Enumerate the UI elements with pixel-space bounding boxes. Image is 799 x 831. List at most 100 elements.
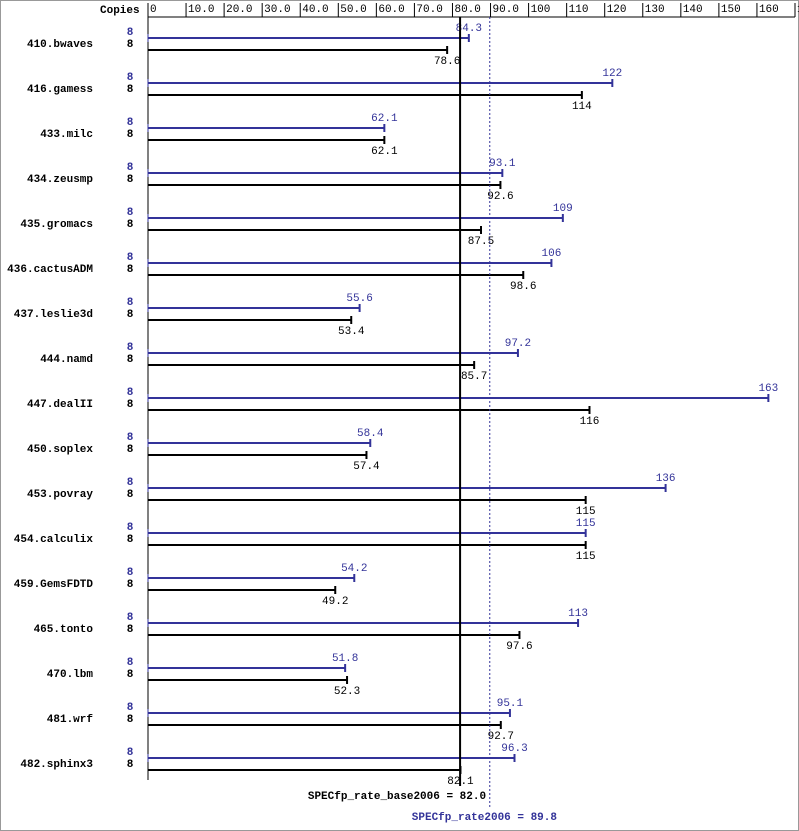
- category-label: 436.cactusADM: [7, 264, 93, 276]
- value-label: 163: [758, 383, 778, 395]
- value-label: 92.6: [487, 191, 513, 203]
- category-label: 453.povray: [27, 489, 93, 501]
- category-label: 481.wrf: [47, 714, 94, 726]
- value-label: 51.8: [332, 653, 358, 665]
- value-label: 115: [576, 506, 596, 518]
- value-label: 49.2: [322, 596, 348, 608]
- copies-label: 8: [127, 432, 134, 444]
- category-label: 447.dealII: [27, 399, 93, 411]
- x-tick-label: 100: [531, 4, 551, 16]
- value-label: 136: [656, 473, 676, 485]
- value-label: 62.1: [371, 146, 398, 158]
- category-label: 459.GemsFDTD: [14, 579, 94, 591]
- copies-label: 8: [127, 567, 134, 579]
- x-tick-label: 120: [607, 4, 627, 16]
- value-label: 97.6: [506, 641, 532, 653]
- copies-label: 8: [127, 624, 134, 636]
- reference-label: SPECfp_rate_base2006 = 82.0: [308, 791, 486, 803]
- copies-label: 8: [127, 747, 134, 759]
- category-label: 437.leslie3d: [14, 309, 93, 321]
- value-label: 58.4: [357, 428, 384, 440]
- x-tick-label: 170: [797, 4, 799, 16]
- value-label: 54.2: [341, 563, 367, 575]
- category-label: 435.gromacs: [20, 219, 93, 231]
- copies-label: 8: [127, 309, 134, 321]
- copies-label: 8: [127, 84, 134, 96]
- copies-label: 8: [127, 174, 134, 186]
- x-tick-label: 60.0: [378, 4, 404, 16]
- copies-label: 8: [127, 399, 134, 411]
- x-tick-label: 70.0: [416, 4, 442, 16]
- copies-label: 8: [127, 534, 134, 546]
- value-label: 55.6: [346, 293, 372, 305]
- copies-label: 8: [127, 489, 134, 501]
- x-tick-label: 130: [645, 4, 665, 16]
- copies-label: 8: [127, 522, 134, 534]
- copies-label: 8: [127, 354, 134, 366]
- value-label: 115: [576, 518, 596, 530]
- value-label: 52.3: [334, 686, 360, 698]
- category-label: 434.zeusmp: [27, 174, 93, 186]
- copies-label: 8: [127, 252, 134, 264]
- category-label: 482.sphinx3: [20, 759, 93, 771]
- x-tick-label: 90.0: [493, 4, 519, 16]
- category-label: 470.lbm: [47, 669, 94, 681]
- copies-label: 8: [127, 207, 134, 219]
- x-tick-label: 110: [569, 4, 589, 16]
- value-label: 53.4: [338, 326, 365, 338]
- value-label: 97.2: [505, 338, 531, 350]
- value-label: 85.7: [461, 371, 487, 383]
- value-label: 116: [580, 416, 600, 428]
- value-label: 57.4: [353, 461, 380, 473]
- value-label: 106: [542, 248, 562, 260]
- copies-label: 8: [127, 72, 134, 84]
- category-label: 465.tonto: [34, 624, 94, 636]
- category-label: 450.soplex: [27, 444, 93, 456]
- x-tick-label: 50.0: [340, 4, 366, 16]
- x-tick-label: 40.0: [302, 4, 328, 16]
- copies-label: 8: [127, 612, 134, 624]
- copies-label: 8: [127, 702, 134, 714]
- value-label: 114: [572, 101, 592, 113]
- value-label: 87.5: [468, 236, 494, 248]
- category-label: 410.bwaves: [27, 39, 93, 51]
- copies-label: 8: [127, 657, 134, 669]
- copies-label: 8: [127, 342, 134, 354]
- reference-label: SPECfp_rate2006 = 89.8: [412, 812, 558, 824]
- x-tick-label: 150: [721, 4, 741, 16]
- category-label: 444.namd: [40, 354, 93, 366]
- copies-label: 8: [127, 387, 134, 399]
- value-label: 115: [576, 551, 596, 563]
- value-label: 98.6: [510, 281, 536, 293]
- category-label: 416.gamess: [27, 84, 93, 96]
- x-tick-label: 160: [759, 4, 779, 16]
- x-tick-label: 20.0: [226, 4, 252, 16]
- x-tick-label: 80.0: [454, 4, 480, 16]
- x-tick-label: 10.0: [188, 4, 214, 16]
- copies-label: 8: [127, 714, 134, 726]
- copies-label: 8: [127, 264, 134, 276]
- copies-label: 8: [127, 759, 134, 771]
- copies-label: 8: [127, 477, 134, 489]
- value-label: 95.1: [497, 698, 524, 710]
- copies-label: 8: [127, 129, 134, 141]
- copies-label: 8: [127, 669, 134, 681]
- copies-label: 8: [127, 27, 134, 39]
- value-label: 78.6: [434, 56, 460, 68]
- x-tick-label: 0: [150, 4, 157, 16]
- copies-label: 8: [127, 579, 134, 591]
- copies-label: 8: [127, 117, 134, 129]
- value-label: 93.1: [489, 158, 516, 170]
- axis-label: Copies: [100, 5, 140, 17]
- x-tick-label: 140: [683, 4, 703, 16]
- category-label: 454.calculix: [14, 534, 94, 546]
- value-label: 92.7: [488, 731, 514, 743]
- value-label: 96.3: [501, 743, 527, 755]
- value-label: 122: [602, 68, 622, 80]
- value-label: 109: [553, 203, 573, 215]
- value-label: 84.3: [456, 23, 482, 35]
- copies-label: 8: [127, 444, 134, 456]
